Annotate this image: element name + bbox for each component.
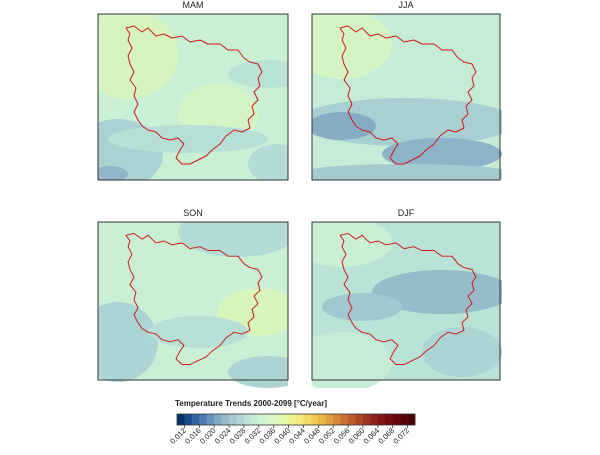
panel: DJF <box>311 208 502 388</box>
colorbar-tick-label: 0.016 <box>183 426 203 446</box>
colorbar-cell <box>229 414 237 425</box>
colorbar-cell <box>184 414 193 425</box>
colorbar-cell <box>206 414 215 425</box>
colorbar-tick-label: 0.064 <box>362 426 382 446</box>
colorbar-cell <box>407 414 416 425</box>
panel-title: MAM <box>183 0 204 10</box>
colorbar-cell <box>377 414 386 425</box>
colorbar-tick-label: 0.072 <box>391 426 411 446</box>
colorbar-cell <box>303 414 312 425</box>
colorbar: 0.0120.0160.0200.0240.0280.0320.0360.040… <box>168 413 416 446</box>
colorbar-tick-label: 0.036 <box>257 426 277 446</box>
colorbar-cell <box>258 414 267 425</box>
colorbar-tick-label: 0.032 <box>243 426 263 446</box>
panel: JJA <box>311 0 502 181</box>
colorbar-tick-label: 0.024 <box>213 426 233 446</box>
colorbar-cell <box>392 414 401 425</box>
colorbar-tick-label: 0.044 <box>287 426 307 446</box>
colorbar-cell <box>243 414 252 425</box>
panel-title: SON <box>183 208 203 218</box>
colorbar-cell <box>177 414 185 425</box>
colorbar-tick-label: 0.020 <box>198 426 218 446</box>
colorbar-cell <box>281 414 289 425</box>
colorbar-frame <box>176 413 416 426</box>
colorbar-cell <box>221 414 230 425</box>
colorbar-cell <box>310 414 319 425</box>
panel: MAM <box>97 0 289 181</box>
colorbar-title: Temperature Trends 2000-2099 [°C/year] <box>175 399 327 408</box>
colorbar-cell <box>273 414 282 425</box>
colorbar-cell <box>191 414 200 425</box>
colorbar-cell <box>333 414 341 425</box>
colorbar-cell <box>199 414 208 425</box>
colorbar-cell <box>340 414 349 425</box>
colorbar-tick-label: 0.048 <box>302 426 322 446</box>
colorbar-cell <box>214 414 222 425</box>
panel-title: DJF <box>398 208 415 218</box>
colorbar-tick-label: 0.052 <box>317 426 337 446</box>
panel: SON <box>97 208 289 388</box>
colorbar-cell <box>355 414 364 425</box>
colorbar-cell <box>348 414 356 425</box>
colorbar-cell <box>362 414 371 425</box>
colorbar-cell <box>296 414 304 425</box>
colorbar-cell <box>251 414 260 425</box>
colorbar-tick-label: 0.040 <box>272 426 292 446</box>
colorbar-cell <box>385 414 393 425</box>
colorbar-cell <box>266 414 274 425</box>
colorbar-tick-label: 0.060 <box>347 426 367 446</box>
colorbar-tick-label: 0.012 <box>168 426 188 446</box>
colorbar-cell <box>318 414 327 425</box>
colorbar-tick-label: 0.068 <box>376 426 396 446</box>
colorbar-tick-label: 0.028 <box>228 426 248 446</box>
panel-title: JJA <box>398 0 413 10</box>
colorbar-cell <box>288 414 297 425</box>
colorbar-cell <box>325 414 334 425</box>
colorbar-cell <box>370 414 379 425</box>
colorbar-cell <box>400 414 408 425</box>
colorbar-tick-label: 0.056 <box>332 426 352 446</box>
colorbar-cell <box>236 414 245 425</box>
